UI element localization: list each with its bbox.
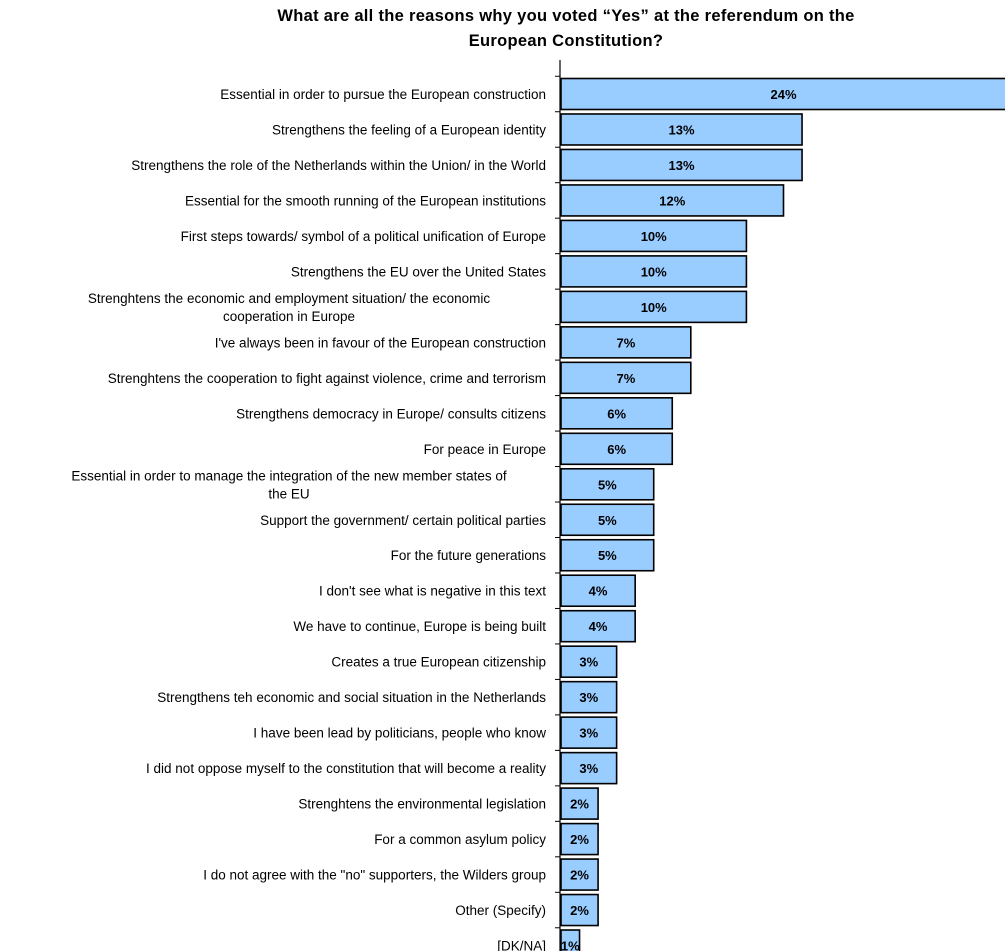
category-label: We have to continue, Europe is being bui… — [293, 619, 546, 634]
category-label: I don't see what is negative in this tex… — [319, 584, 546, 599]
category-label: I have been lead by politicians, people … — [253, 726, 546, 741]
bar — [560, 255, 748, 288]
category-label: Strenghtens the environmental legislatio… — [298, 797, 546, 812]
category-label-line: Strenghtens the economic and employment … — [88, 291, 490, 306]
value-label: 2% — [570, 797, 589, 812]
category-label: Support the government/ certain politica… — [260, 513, 546, 528]
category-label-line: Essential in order to manage the integra… — [71, 468, 506, 483]
value-label: 2% — [570, 903, 589, 918]
value-label: 5% — [598, 513, 617, 528]
bar — [560, 113, 803, 146]
category-label: Creates a true European citizenship — [331, 655, 546, 670]
category-label-line: the EU — [268, 486, 309, 501]
value-label: 24% — [770, 87, 796, 102]
bar — [560, 326, 692, 359]
category-label: For peace in Europe — [424, 442, 546, 457]
bar — [560, 538, 655, 572]
value-label: 7% — [616, 371, 635, 386]
category-label: Strengthens teh economic and social situ… — [157, 690, 546, 705]
category-label: I do not agree with the "no" supporters,… — [203, 868, 546, 883]
bar — [560, 432, 674, 466]
bar — [560, 822, 599, 856]
bar — [560, 680, 618, 714]
value-label: 13% — [669, 122, 695, 137]
category-label: For a common asylum policy — [374, 832, 546, 847]
value-label: 3% — [579, 690, 598, 705]
bar — [560, 503, 655, 537]
bar — [560, 787, 599, 820]
category-labels: Essential in order to pursue the Europea… — [71, 87, 546, 951]
bar — [560, 467, 655, 501]
chart-title-line: What are all the reasons why you voted “… — [277, 7, 854, 25]
value-label: 3% — [579, 726, 598, 741]
bar — [560, 184, 785, 217]
bar — [560, 609, 636, 643]
bar — [560, 397, 674, 430]
category-label: I did not oppose myself to the constitut… — [146, 761, 546, 776]
category-label: Strengthens the feeling of a European id… — [272, 122, 546, 137]
value-label: 6% — [607, 406, 626, 421]
chart-title-line: European Constitution? — [469, 32, 664, 50]
category-label-line: cooperation in Europe — [223, 309, 355, 324]
value-label: 10% — [641, 264, 667, 279]
axis-ticks — [555, 75, 560, 929]
category-label: Strengthens the EU over the United State… — [291, 264, 546, 279]
value-label: 12% — [659, 193, 685, 208]
category-label: Strenghtens the economic and employment … — [88, 291, 490, 324]
category-label: Essential in order to manage the integra… — [71, 468, 506, 501]
category-label: Essential for the smooth running of the … — [185, 193, 546, 208]
value-label: 6% — [607, 442, 626, 457]
value-label: 3% — [579, 655, 598, 670]
bar — [560, 148, 803, 182]
chart-title: What are all the reasons why you voted “… — [277, 7, 854, 50]
value-label: 1% — [561, 939, 580, 951]
value-label: 5% — [598, 548, 617, 563]
category-label: Strengthens the role of the Netherlands … — [131, 158, 546, 173]
category-label: First steps towards/ symbol of a politic… — [181, 229, 546, 244]
category-label: Essential in order to pursue the Europea… — [220, 87, 546, 102]
bar — [560, 574, 636, 608]
bar — [560, 858, 599, 891]
value-label: 4% — [589, 584, 608, 599]
category-label: I've always been in favour of the Europe… — [215, 335, 546, 350]
bar — [560, 716, 618, 749]
bar — [560, 219, 748, 253]
value-label: 7% — [616, 335, 635, 350]
value-label: 2% — [570, 832, 589, 847]
value-label: 3% — [579, 761, 598, 776]
value-label: 10% — [641, 229, 667, 244]
bar — [560, 893, 599, 927]
value-label: 4% — [589, 619, 608, 634]
category-label: Other (Specify) — [455, 903, 546, 918]
bar — [560, 751, 618, 785]
bar — [560, 929, 581, 951]
value-label: 13% — [669, 158, 695, 173]
bar — [560, 77, 1005, 111]
value-label: 2% — [570, 868, 589, 883]
category-label: For the future generations — [391, 548, 547, 563]
bars-group — [560, 77, 1005, 951]
value-label: 5% — [598, 477, 617, 492]
bar — [560, 290, 748, 324]
category-label: Strenghtens the cooperation to fight aga… — [108, 371, 546, 386]
category-label: [DK/NA] — [497, 939, 546, 951]
bar — [560, 361, 692, 395]
value-label: 10% — [641, 300, 667, 315]
bar — [560, 645, 618, 678]
value-labels: 24% 13% 13% 12% 10% 10% 10% 7% 7% 6% 6% 5% 5% 5% 4% 4% 3… — [561, 87, 797, 951]
category-label: Strengthens democracy in Europe/ consult… — [236, 406, 546, 421]
